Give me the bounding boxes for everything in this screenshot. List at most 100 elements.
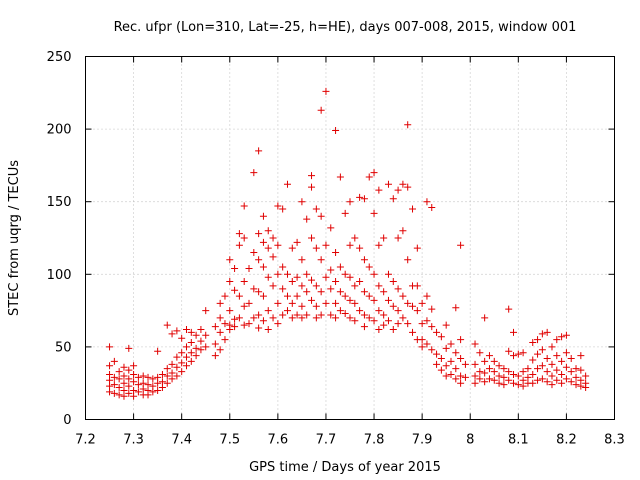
data-point xyxy=(264,325,272,333)
data-point xyxy=(375,282,383,290)
data-point xyxy=(163,321,171,329)
data-point xyxy=(288,314,296,322)
data-point xyxy=(255,324,263,332)
data-point xyxy=(216,299,224,307)
data-point xyxy=(360,256,368,264)
data-point xyxy=(197,337,205,345)
data-point xyxy=(457,355,465,363)
data-point xyxy=(283,307,291,315)
data-point xyxy=(240,234,248,242)
data-point xyxy=(303,215,311,223)
data-point xyxy=(481,314,489,322)
data-point xyxy=(173,327,181,335)
data-point xyxy=(312,244,320,252)
data-point xyxy=(134,388,142,396)
data-point xyxy=(274,320,282,328)
data-point xyxy=(534,350,542,358)
data-point xyxy=(437,355,445,363)
data-point xyxy=(197,346,205,354)
data-point xyxy=(250,314,258,322)
data-point xyxy=(365,173,373,181)
data-point xyxy=(514,350,522,358)
data-point xyxy=(163,372,171,380)
data-point xyxy=(341,209,349,217)
data-point xyxy=(336,307,344,315)
data-point xyxy=(481,369,489,377)
data-point xyxy=(288,299,296,307)
data-point xyxy=(231,264,239,272)
data-point xyxy=(567,378,575,386)
data-point xyxy=(404,256,412,264)
data-point xyxy=(399,292,407,300)
data-point xyxy=(240,202,248,210)
data-point xyxy=(336,173,344,181)
data-point xyxy=(447,370,455,378)
data-point xyxy=(255,147,263,155)
data-point xyxy=(308,183,316,191)
data-point xyxy=(457,241,465,249)
data-point xyxy=(351,282,359,290)
data-point xyxy=(433,328,441,336)
data-point xyxy=(567,355,575,363)
data-point xyxy=(332,299,340,307)
data-point xyxy=(409,205,417,213)
data-point xyxy=(106,388,114,396)
data-point xyxy=(543,378,551,386)
data-point xyxy=(577,366,585,374)
data-point xyxy=(240,278,248,286)
data-point xyxy=(346,198,354,206)
data-point xyxy=(582,372,590,380)
data-point xyxy=(235,241,243,249)
data-point xyxy=(197,325,205,333)
y-tick-label: 0 xyxy=(63,413,71,428)
data-point xyxy=(341,310,349,318)
data-point xyxy=(322,273,330,281)
data-point xyxy=(572,381,580,389)
data-point xyxy=(298,314,306,322)
data-point xyxy=(495,362,503,370)
data-point xyxy=(495,379,503,387)
data-point xyxy=(226,325,234,333)
y-tick-label: 200 xyxy=(47,123,72,138)
data-point xyxy=(562,349,570,357)
data-point xyxy=(120,363,128,371)
data-point xyxy=(173,363,181,371)
y-tick-label: 100 xyxy=(47,268,72,283)
data-point xyxy=(308,296,316,304)
data-point xyxy=(423,317,431,325)
data-point xyxy=(471,360,479,368)
data-point xyxy=(485,375,493,383)
data-point xyxy=(120,372,128,380)
data-point xyxy=(567,368,575,376)
data-point xyxy=(553,336,561,344)
data-point xyxy=(365,263,373,271)
data-point xyxy=(259,317,267,325)
data-point xyxy=(394,307,402,315)
data-point xyxy=(288,244,296,252)
data-point xyxy=(447,340,455,348)
data-point xyxy=(255,256,263,264)
data-point xyxy=(375,307,383,315)
data-point xyxy=(514,372,522,380)
data-point xyxy=(332,278,340,286)
chart-title: Rec. ufpr (Lon=310, Lat=-25, h=HE), days… xyxy=(114,20,577,35)
data-point xyxy=(534,365,542,373)
data-point xyxy=(336,263,344,271)
data-point xyxy=(317,106,325,114)
data-point xyxy=(106,343,114,351)
data-point xyxy=(562,375,570,383)
data-point xyxy=(558,357,566,365)
data-point xyxy=(538,330,546,338)
data-point xyxy=(115,368,123,376)
data-point xyxy=(187,349,195,357)
data-point xyxy=(322,241,330,249)
data-point xyxy=(327,285,335,293)
data-point xyxy=(360,288,368,296)
data-point xyxy=(187,328,195,336)
data-point xyxy=(130,392,138,400)
data-point xyxy=(404,320,412,328)
x-tick-label: 7.8 xyxy=(364,433,385,448)
data-point xyxy=(394,186,402,194)
data-point xyxy=(163,365,171,373)
